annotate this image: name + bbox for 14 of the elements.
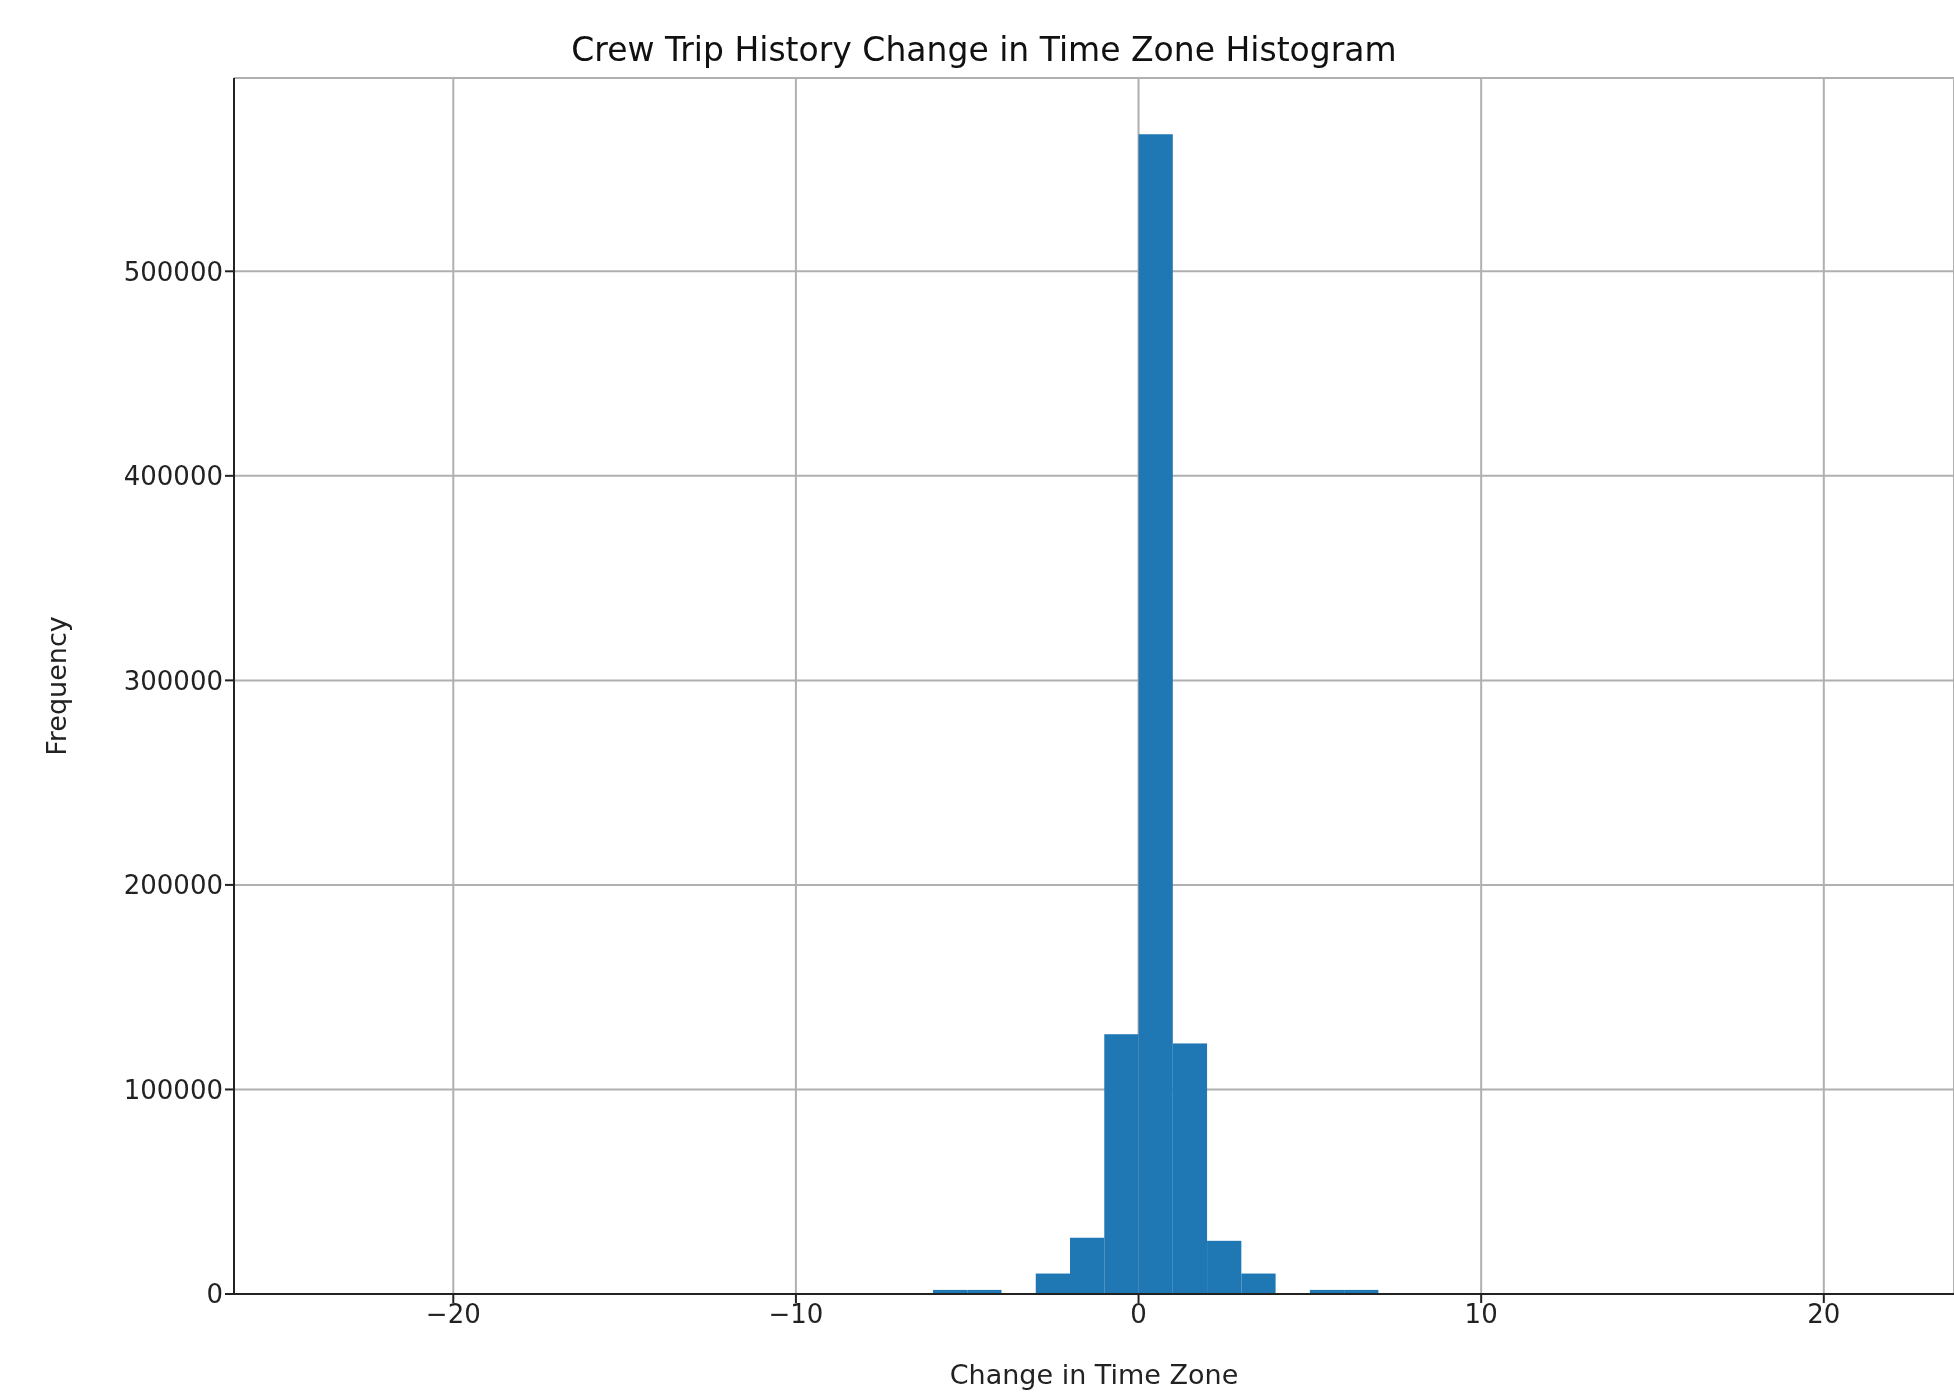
x-axis-title: Change in Time Zone [949, 1359, 1239, 1390]
chart-title: Crew Trip History Change in Time Zone Histogram [570, 30, 1398, 69]
x-tick-label: −10 [768, 1299, 824, 1330]
y-axis-title: Frequency [40, 616, 72, 756]
y-tick-label: 500000 [123, 256, 223, 287]
x-tick-label: −20 [425, 1299, 481, 1330]
y-tick-label: 100000 [123, 1074, 223, 1105]
y-tick-label: 0 [206, 1279, 223, 1310]
x-tick-label: 0 [1130, 1299, 1147, 1330]
y-tick-label: 400000 [123, 461, 223, 492]
y-tick-label: 300000 [123, 665, 223, 696]
y-tick-label: 200000 [123, 870, 223, 901]
x-tick-label: 20 [1807, 1299, 1841, 1330]
x-tick-label: 10 [1464, 1299, 1498, 1330]
